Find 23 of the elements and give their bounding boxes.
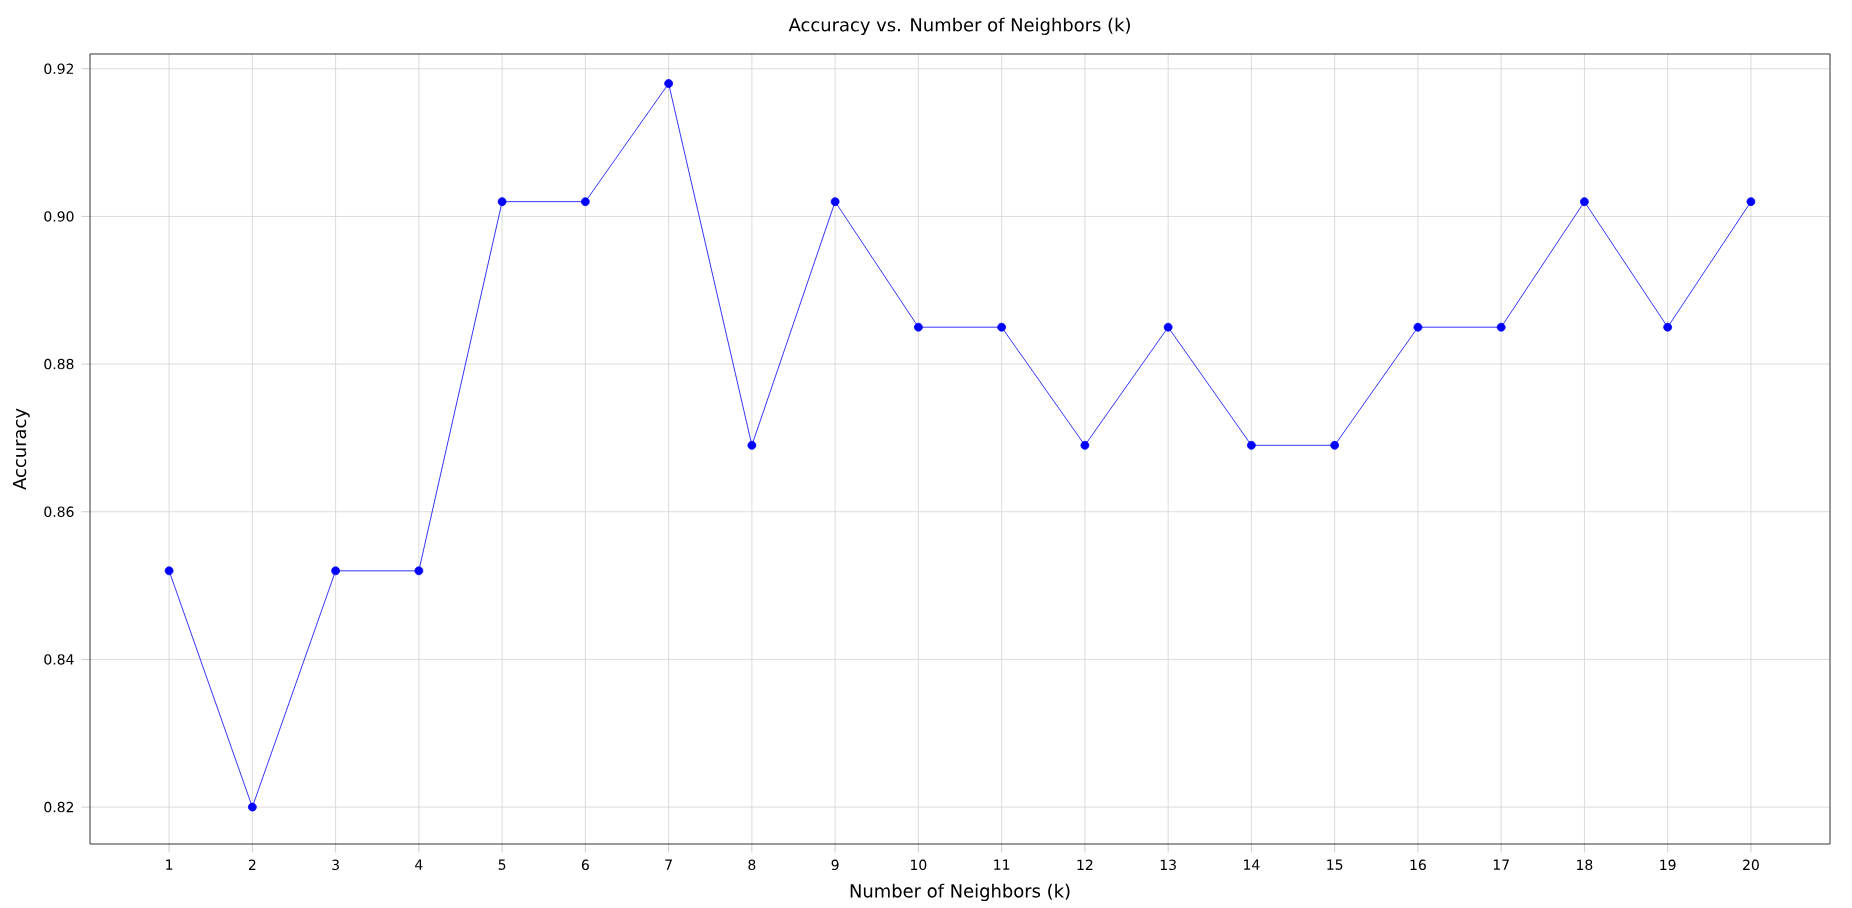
point <box>247 802 257 812</box>
chart-title: Accuracy vs. Number of Neighbors (k) <box>788 17 1130 35</box>
y-axis-title: Accuracy <box>12 408 30 490</box>
point <box>1080 440 1090 450</box>
point <box>1247 440 1256 450</box>
point <box>1413 322 1423 332</box>
point <box>164 566 174 576</box>
point <box>914 322 923 332</box>
point <box>1496 322 1506 332</box>
point <box>1163 322 1173 332</box>
point <box>414 566 424 576</box>
x-axis-title: Number of Neighbors (k) <box>850 883 1070 902</box>
point <box>747 440 757 450</box>
point <box>580 197 590 207</box>
point <box>997 322 1007 332</box>
point <box>1663 322 1673 332</box>
point <box>830 197 840 207</box>
point <box>1580 197 1589 207</box>
point <box>497 197 507 207</box>
point <box>1330 440 1340 450</box>
point <box>331 566 340 576</box>
point <box>1746 197 1756 207</box>
point <box>664 79 673 88</box>
